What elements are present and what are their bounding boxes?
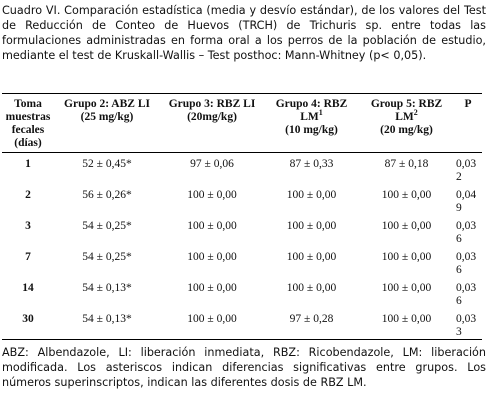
table-cell: 54 ± 0,13* bbox=[54, 308, 160, 340]
table-cell: 0,033 bbox=[454, 308, 482, 340]
table-cell: 100 ± 0,00 bbox=[187, 189, 237, 201]
table-cell: 100 ± 0,00 bbox=[187, 251, 237, 263]
header-superscript: 1 bbox=[318, 108, 323, 118]
table-cell: 0,036 bbox=[456, 251, 477, 276]
table-cell: 100 ± 0,00 bbox=[359, 308, 454, 340]
table-cell: 87 ± 0,33 bbox=[289, 158, 334, 170]
header-cell: Grupo 4: RBZ LM1 (10 mg/kg) bbox=[264, 93, 359, 153]
table-cell: 54 ± 0,25* bbox=[82, 220, 132, 232]
header-text: Grupo 4: RBZ LM bbox=[275, 98, 348, 123]
table-cell: 100 ± 0,00 bbox=[286, 189, 337, 201]
table-cell: 100 ± 0,00 bbox=[381, 220, 432, 232]
table-cell: 97 ± 0,06 bbox=[190, 158, 234, 170]
table-cell: 100 ± 0,00 bbox=[286, 251, 337, 263]
header-text: Group 5: RBZ LM bbox=[370, 98, 443, 123]
header-cell: Toma muestras fecales (días) bbox=[2, 93, 54, 153]
table-cell: 0,036 bbox=[456, 282, 477, 307]
table-cell: 2 bbox=[25, 189, 31, 201]
table-cell: 100 ± 0,00 bbox=[187, 282, 237, 294]
results-table: Toma muestras fecales (días) Grupo 2: ABZ… bbox=[2, 93, 482, 340]
header-cell: Grupo 3: RBZ LI (20mg/kg) bbox=[160, 93, 264, 153]
header-cell: P bbox=[454, 93, 482, 153]
table-cell: 0,049 bbox=[456, 189, 477, 214]
table-cell: 14 bbox=[22, 282, 34, 294]
table-row: 7 54 ± 0,25* 100 ± 0,00 100 ± 0,00 100 ± 0,0… bbox=[2, 246, 482, 277]
header-text: Toma muestras fecales (días) bbox=[5, 98, 51, 149]
table-cell: 100 ± 0,00 bbox=[286, 220, 337, 232]
table-cell: 100 ± 0,00 bbox=[381, 189, 432, 201]
table-cell: 0,032 bbox=[456, 158, 477, 183]
table-cell: 100 ± 0,00 bbox=[381, 251, 432, 263]
table-cell: 100 ± 0,00 bbox=[381, 282, 432, 294]
header-cell: Group 5: RBZ LM2 (20 mg/kg) bbox=[359, 93, 454, 153]
table-cell: 54 ± 0,13* bbox=[82, 282, 132, 294]
table-row: 14 54 ± 0,13* 100 ± 0,00 100 ± 0,00 100 ± 0,… bbox=[2, 277, 482, 308]
table-cell: 97 ± 0,28 bbox=[264, 308, 359, 340]
header-superscript: 2 bbox=[413, 108, 418, 118]
header-cell: Grupo 2: ABZ LI (25 mg/kg) bbox=[54, 93, 160, 153]
header-unit: (20 mg/kg) bbox=[380, 124, 433, 136]
table-cell: 54 ± 0,25* bbox=[82, 251, 132, 263]
table-cell: 30 bbox=[2, 308, 54, 340]
table-row: 1 52 ± 0,45* 97 ± 0,06 87 ± 0,33 87 ± 0,18 0,… bbox=[2, 153, 482, 185]
table-cell: 52 ± 0,45* bbox=[82, 158, 132, 170]
table-cell: 56 ± 0,26* bbox=[82, 189, 132, 201]
header-text: Grupo 3: RBZ LI (20mg/kg) bbox=[168, 98, 256, 123]
header-text: Grupo 2: ABZ LI (25 mg/kg) bbox=[64, 98, 150, 123]
table-cell: 100 ± 0,00 bbox=[187, 220, 237, 232]
table-cell: 100 ± 0,00 bbox=[286, 282, 337, 294]
table-row: 30 54 ± 0,13* 100 ± 0,00 97 ± 0,28 100 ± 0,0… bbox=[2, 308, 482, 340]
table-row: 3 54 ± 0,25* 100 ± 0,00 100 ± 0,00 100 ± 0,0… bbox=[2, 215, 482, 246]
table-body: 1 52 ± 0,45* 97 ± 0,06 87 ± 0,33 87 ± 0,18 0,… bbox=[2, 153, 482, 340]
table-cell: 7 bbox=[25, 251, 31, 263]
caption: Cuadro VI. Comparación estadística (medi… bbox=[2, 4, 486, 62]
footnote: ABZ: Albendazole, LI: liberación inmedia… bbox=[2, 346, 486, 389]
header-unit: (10 mg/kg) bbox=[285, 124, 338, 136]
table-cell: 0,036 bbox=[456, 220, 477, 245]
table-cell: 3 bbox=[25, 220, 31, 232]
table-cell: 100 ± 0,00 bbox=[160, 308, 264, 340]
table-cell: 1 bbox=[25, 158, 31, 170]
table-cell: 87 ± 0,18 bbox=[384, 158, 429, 170]
header-text: P bbox=[464, 98, 472, 110]
table-row: 2 56 ± 0,26* 100 ± 0,00 100 ± 0,00 100 ± 0,0… bbox=[2, 184, 482, 215]
table-header: Toma muestras fecales (días) Grupo 2: ABZ… bbox=[2, 93, 482, 153]
